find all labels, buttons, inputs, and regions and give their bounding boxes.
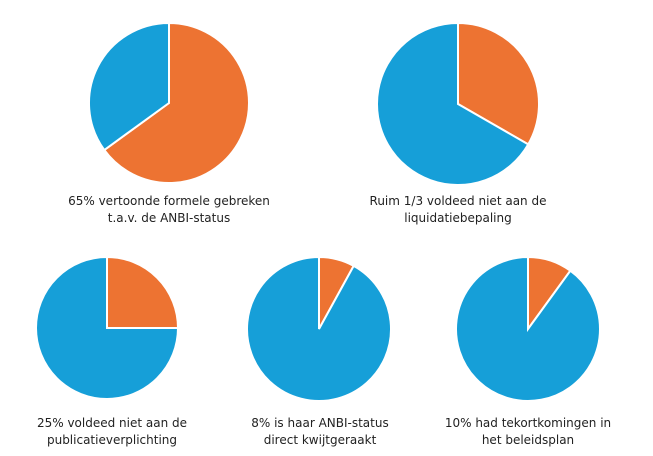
caption-line-2: t.a.v. de ANBI-status: [107, 211, 231, 225]
pie-slice-rest: [88, 21, 170, 152]
pie-chart-beleidsplan: [455, 255, 601, 402]
pie-slice-rest: [376, 21, 530, 186]
caption-line-2: direct kwijtgeraakt: [263, 433, 377, 447]
pie-slice-highlight: [106, 255, 180, 329]
pie-slice-rest: [455, 255, 601, 402]
caption-line-1: 8% is haar ANBI-status: [251, 416, 389, 430]
caption-liquidatiebepaling: Ruim 1/3 voldeed niet aan de liquidatieb…: [348, 193, 568, 227]
pie-chart-formele-gebreken: [88, 21, 250, 184]
caption-line-2: liquidatiebepaling: [404, 211, 512, 225]
caption-line-1: Ruim 1/3 voldeed niet aan de: [369, 194, 547, 208]
pie-chart-liquidatiebepaling: [376, 21, 540, 186]
pie-slice-rest: [35, 255, 180, 400]
pie-slice-highlight: [457, 21, 540, 146]
caption-anbi-status-kwijt: 8% is haar ANBI-status direct kwijtgeraa…: [225, 415, 415, 449]
caption-line-1: 10% had tekortkomingen in: [444, 416, 612, 430]
caption-line-2: het beleidsplan: [481, 433, 575, 447]
caption-line-1: 65% vertoonde formele gebreken: [68, 194, 270, 208]
caption-beleidsplan: 10% had tekortkomingen in het beleidspla…: [428, 415, 628, 449]
pie-slice-highlight: [102, 21, 250, 184]
pie-chart-publicatieverplichting: [35, 255, 180, 400]
pie-slice-rest: [246, 255, 392, 402]
pie-chart-anbi-status-kwijt: [246, 255, 392, 402]
caption-publicatieverplichting: 25% voldeed niet aan de publicatieverpli…: [12, 415, 212, 449]
caption-line-2: publicatieverplichting: [46, 433, 178, 447]
caption-formele-gebreken: 65% vertoonde formele gebreken t.a.v. de…: [59, 193, 279, 227]
caption-line-1: 25% voldeed niet aan de: [36, 416, 188, 430]
